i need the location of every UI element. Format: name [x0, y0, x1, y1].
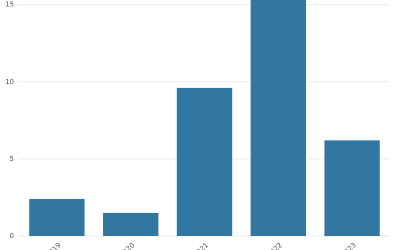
- y-tick-label: 10: [5, 78, 14, 86]
- x-tick-label: 2019: [44, 241, 62, 250]
- x-tick-label: 2022: [266, 241, 284, 250]
- x-tick-label: 2021: [192, 241, 210, 250]
- x-tick-label: 2023: [340, 241, 358, 250]
- y-tick-label: 15: [5, 1, 14, 9]
- x-tick-label: 2020: [118, 241, 136, 250]
- bar: [103, 212, 159, 236]
- bar: [250, 0, 306, 236]
- y-tick-label: 5: [10, 155, 14, 163]
- y-tick-label: 0: [10, 232, 14, 240]
- bar: [176, 87, 233, 236]
- bar: [324, 140, 380, 236]
- bar: [29, 198, 85, 236]
